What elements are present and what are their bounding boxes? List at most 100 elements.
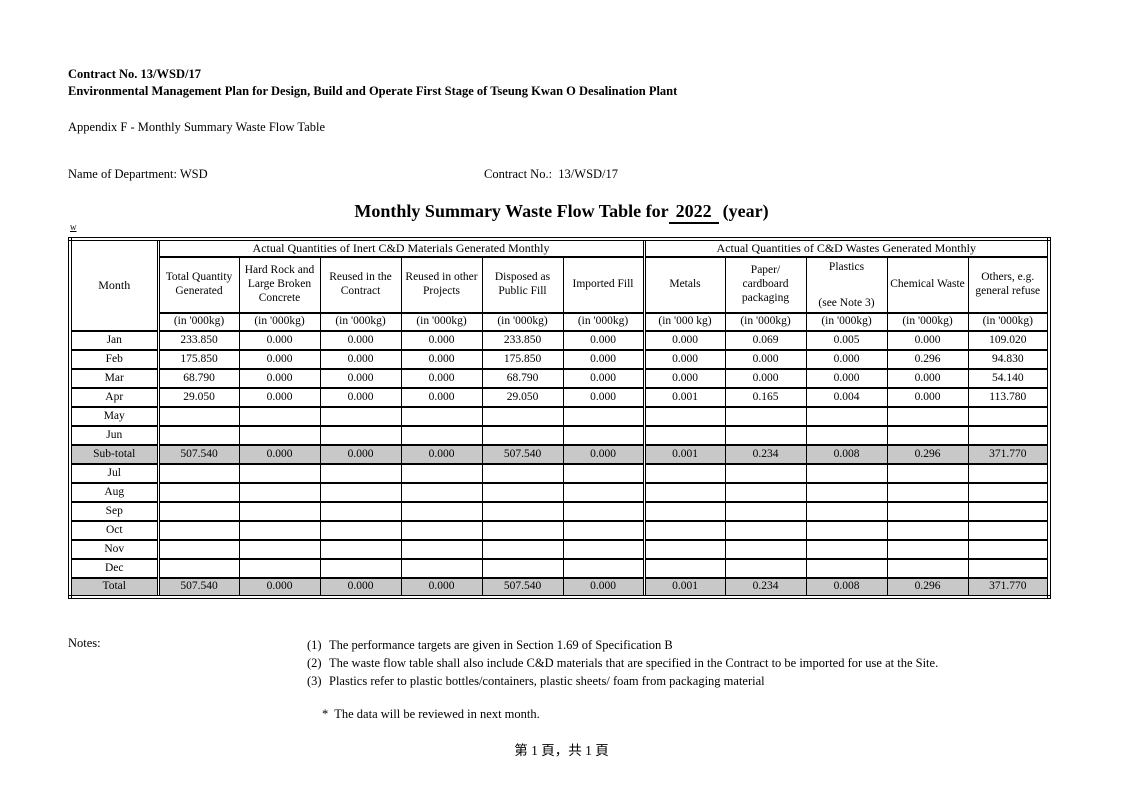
- value-cell: [319, 406, 402, 427]
- month-cell: Dec: [69, 558, 159, 579]
- note-3: (3) Plastics refer to plastic bottles/con…: [307, 672, 938, 690]
- col-header-total-quantity: Total Quantity Generated: [156, 256, 240, 314]
- review-note: * The data will be reviewed in next month…: [322, 707, 540, 722]
- col-header-metals: Metals: [642, 256, 726, 314]
- value-cell: [562, 501, 645, 522]
- month-cell: Sep: [69, 501, 159, 522]
- value-cell: 0.000: [238, 577, 321, 598]
- value-cell: 371.770: [967, 444, 1050, 465]
- value-cell: 0.000: [238, 330, 321, 351]
- value-cell: 113.780: [967, 387, 1050, 408]
- month-cell: Aug: [69, 482, 159, 503]
- col-header-others: Others, e.g. general refuse: [967, 256, 1050, 314]
- month-column-header: Month: [69, 238, 159, 332]
- value-cell: [400, 406, 483, 427]
- note-text: Plastics refer to plastic bottles/contai…: [329, 674, 765, 688]
- value-cell: [805, 463, 888, 484]
- value-cell: 0.296: [886, 444, 969, 465]
- value-cell: [642, 520, 726, 541]
- value-cell: 233.850: [481, 330, 564, 351]
- value-cell: 0.000: [562, 368, 645, 389]
- plastics-note: (see Note 3): [818, 297, 875, 310]
- value-cell: 0.000: [805, 349, 888, 370]
- value-cell: 0.000: [238, 387, 321, 408]
- unit-cell: (in '000kg): [967, 312, 1050, 332]
- value-cell: [724, 539, 807, 560]
- value-cell: [805, 539, 888, 560]
- table-row: Nov: [69, 539, 1050, 560]
- value-cell: [642, 558, 726, 579]
- value-cell: 507.540: [156, 444, 240, 465]
- value-cell: 0.000: [886, 387, 969, 408]
- note-2: (2) The waste flow table shall also inclu…: [307, 654, 938, 672]
- value-cell: [319, 425, 402, 446]
- appendix-line: Appendix F - Monthly Summary Waste Flow …: [68, 120, 326, 134]
- value-cell: 233.850: [156, 330, 240, 351]
- unit-cell: (in '000kg): [238, 312, 321, 332]
- value-cell: [319, 558, 402, 579]
- value-cell: 0.296: [886, 349, 969, 370]
- value-cell: 29.050: [481, 387, 564, 408]
- waste-flow-table: Month Actual Quantities of Inert C&D Mat…: [68, 237, 1051, 599]
- value-cell: 0.296: [886, 577, 969, 598]
- month-cell: Total: [69, 577, 159, 598]
- value-cell: [481, 520, 564, 541]
- value-cell: [724, 482, 807, 503]
- value-cell: 0.000: [238, 368, 321, 389]
- value-cell: [967, 520, 1050, 541]
- value-cell: [967, 463, 1050, 484]
- value-cell: 0.000: [319, 330, 402, 351]
- value-cell: [238, 463, 321, 484]
- value-cell: [886, 520, 969, 541]
- value-cell: [156, 463, 240, 484]
- value-cell: [156, 406, 240, 427]
- value-cell: [642, 425, 726, 446]
- value-cell: 94.830: [967, 349, 1050, 370]
- table-row: Feb 175.850 0.000 0.000 0.000 175.850 0.000 0.0…: [69, 349, 1050, 370]
- value-cell: [481, 539, 564, 560]
- note-text: The performance targets are given in Sec…: [329, 638, 673, 652]
- units-row: (in '000kg) (in '000kg) (in '000kg) (in …: [70, 312, 1050, 332]
- value-cell: 0.234: [724, 577, 807, 598]
- unit-cell: (in '000kg): [724, 312, 807, 332]
- value-cell: 0.000: [400, 577, 483, 598]
- value-cell: [400, 501, 483, 522]
- value-cell: 0.000: [562, 330, 645, 351]
- value-cell: 0.000: [400, 330, 483, 351]
- note-number: (3): [307, 674, 322, 688]
- column-header-row: Total Quantity Generated Hard Rock and L…: [70, 256, 1050, 314]
- value-cell: [156, 425, 240, 446]
- value-cell: [400, 539, 483, 560]
- value-cell: [238, 501, 321, 522]
- value-cell: [724, 520, 807, 541]
- value-cell: 0.000: [724, 368, 807, 389]
- notes-label: Notes:: [68, 636, 101, 650]
- value-cell: 175.850: [156, 349, 240, 370]
- note-1: (1) The performance targets are given in …: [307, 636, 938, 654]
- value-cell: [967, 501, 1050, 522]
- value-cell: 109.020: [967, 330, 1050, 351]
- month-cell: Mar: [69, 368, 159, 389]
- table-row: Dec: [69, 558, 1050, 579]
- value-cell: 0.000: [642, 349, 726, 370]
- table-row: Oct: [69, 520, 1050, 541]
- value-cell: 507.540: [481, 444, 564, 465]
- note-text: The waste flow table shall also include …: [329, 656, 939, 670]
- col-header-hard-rock: Hard Rock and Large Broken Concrete: [238, 256, 321, 314]
- unit-cell: (in '000kg): [562, 312, 645, 332]
- page-title: Monthly Summary Waste Flow Table for 2022…: [0, 201, 1123, 224]
- value-cell: 0.000: [319, 349, 402, 370]
- value-cell: 0.000: [642, 368, 726, 389]
- value-cell: [886, 539, 969, 560]
- value-cell: 0.069: [724, 330, 807, 351]
- value-cell: 0.001: [642, 444, 726, 465]
- value-cell: 0.000: [400, 368, 483, 389]
- value-cell: [805, 406, 888, 427]
- col-header-paper-cardboard: Paper/ cardboard packaging: [724, 256, 807, 314]
- value-cell: [642, 539, 726, 560]
- value-cell: [724, 558, 807, 579]
- table-row: Mar 68.790 0.000 0.000 0.000 68.790 0.000 0.000…: [69, 368, 1050, 389]
- month-cell: Jan: [69, 330, 159, 351]
- value-cell: [805, 558, 888, 579]
